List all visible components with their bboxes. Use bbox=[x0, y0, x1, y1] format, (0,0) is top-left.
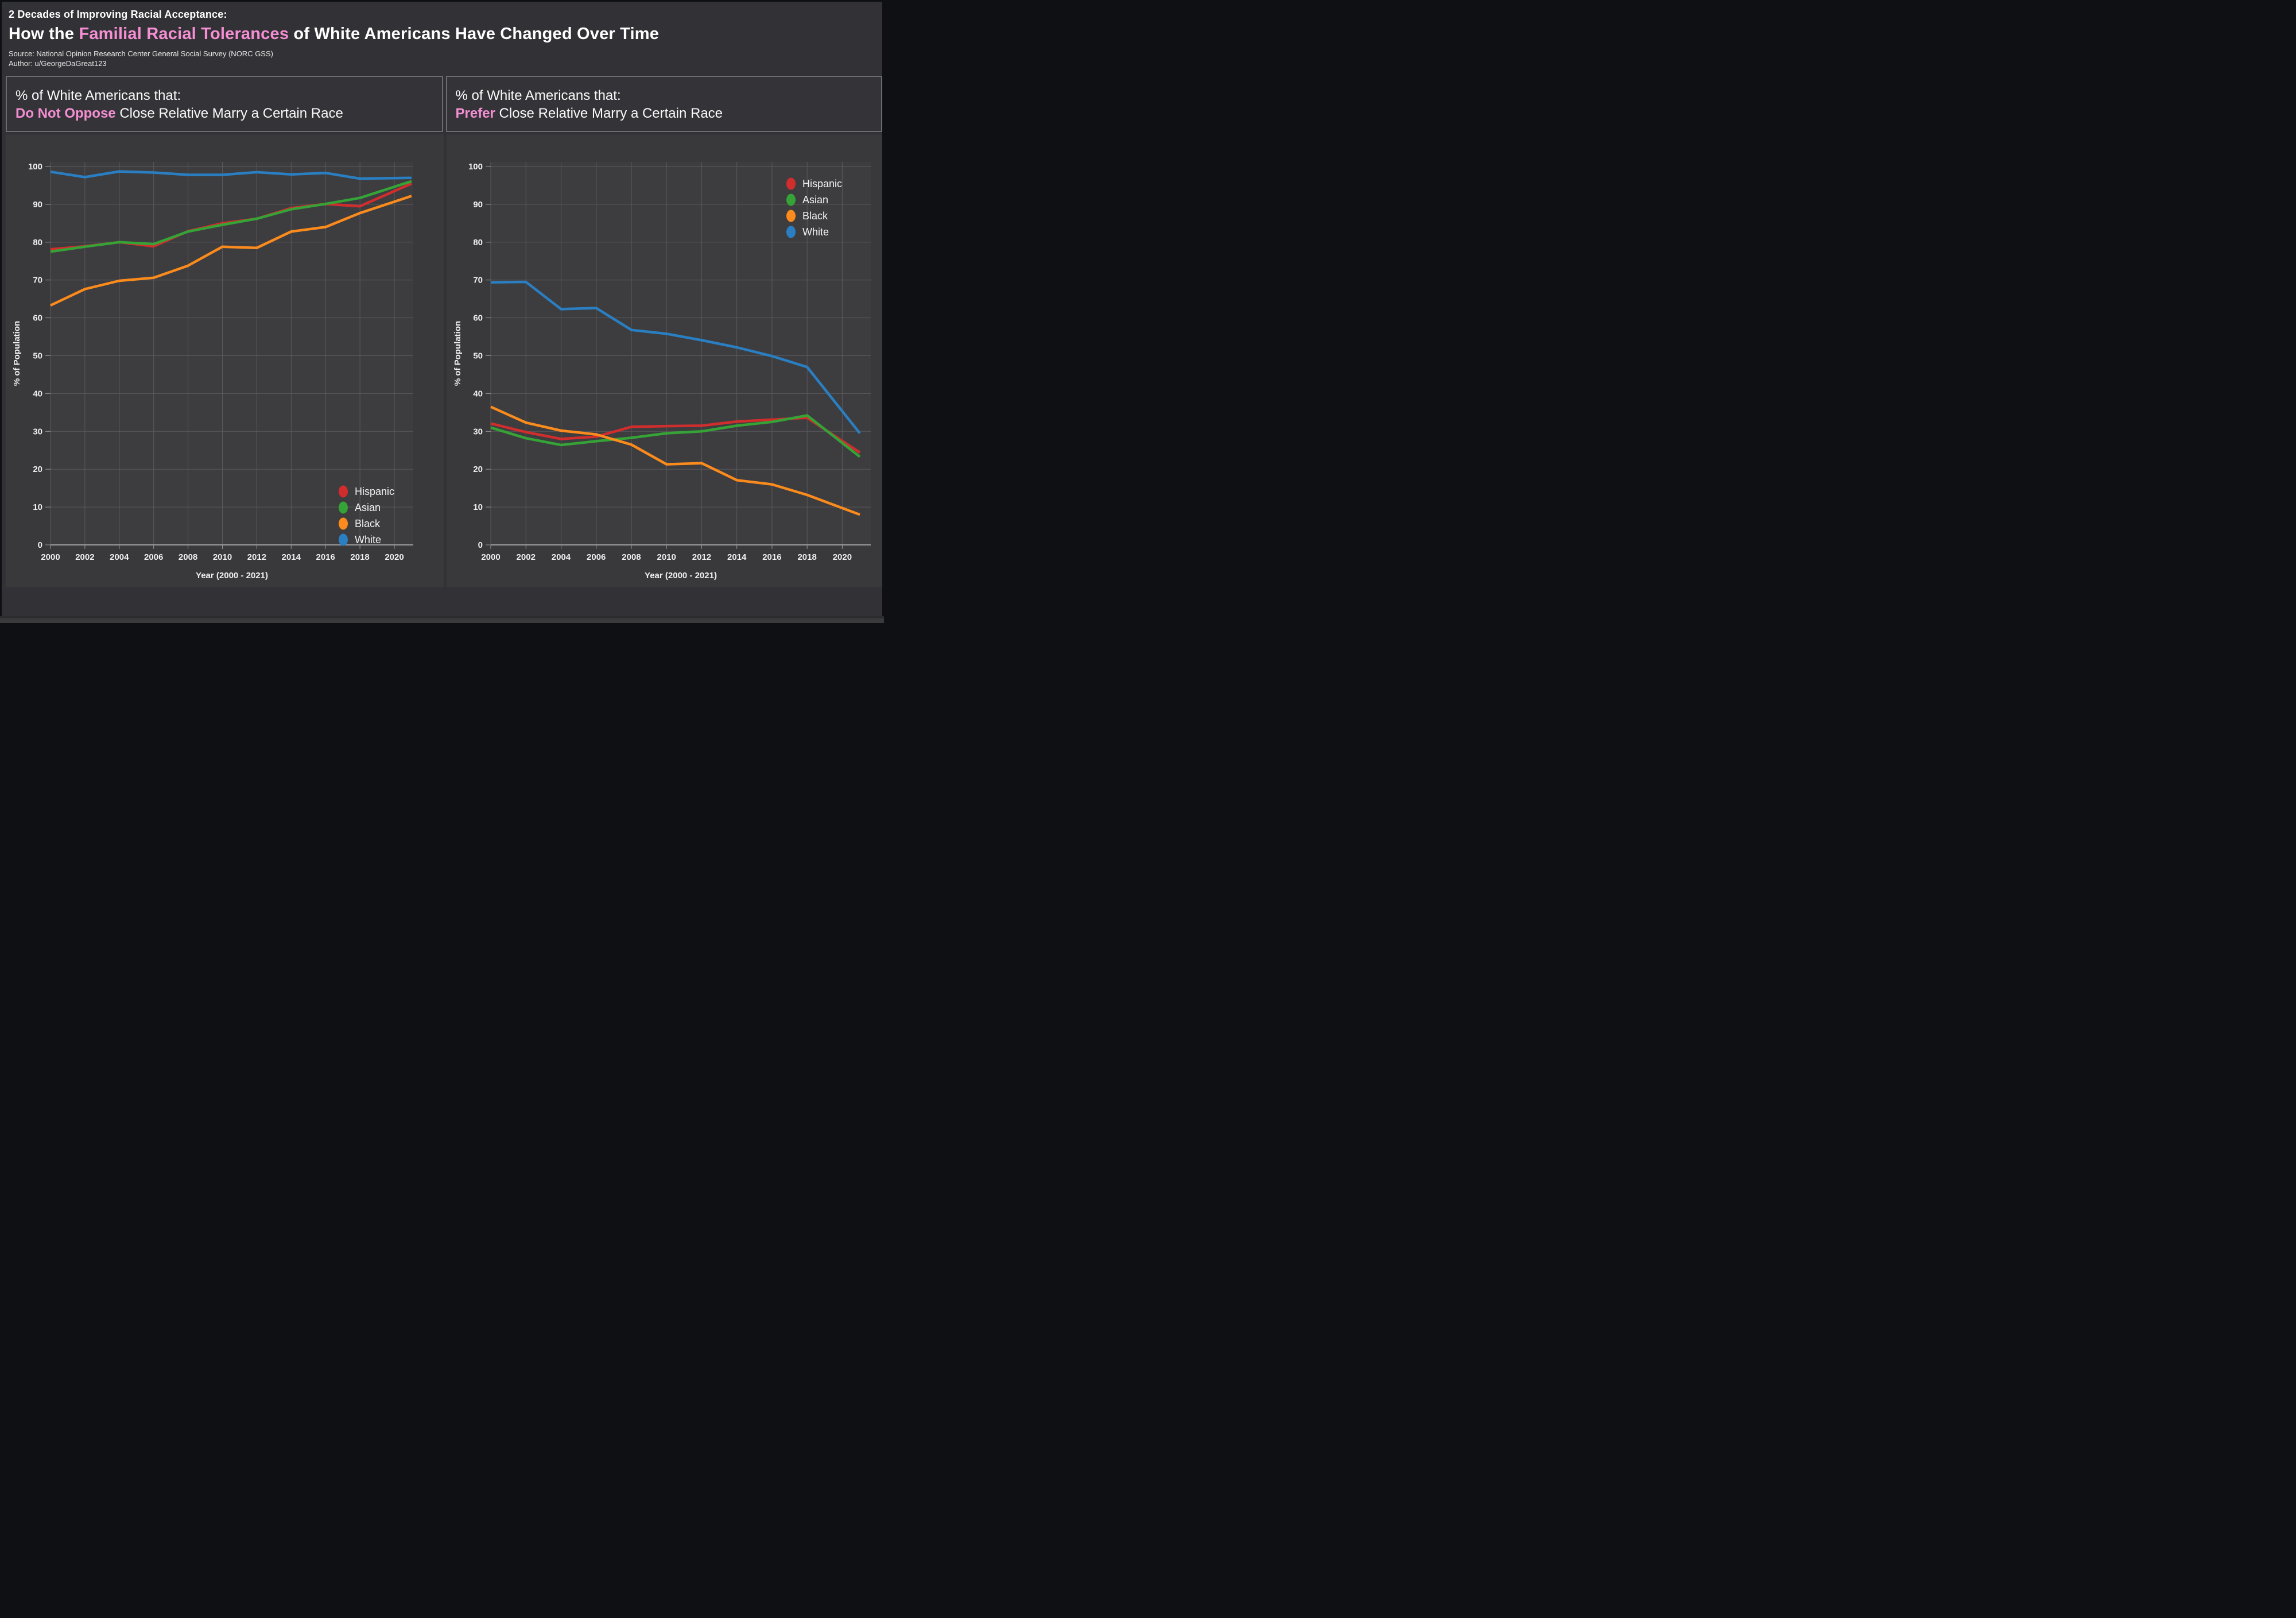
x-tick-label: 2004 bbox=[552, 552, 571, 562]
x-tick-label: 2000 bbox=[481, 552, 500, 562]
y-tick-label: 60 bbox=[473, 313, 483, 323]
y-tick-label: 90 bbox=[33, 200, 42, 210]
y-tick-label: 80 bbox=[33, 238, 42, 247]
x-tick-label: 2008 bbox=[622, 552, 641, 562]
y-tick-label: 10 bbox=[33, 502, 42, 512]
left-heading-highlight: Do Not Oppose bbox=[15, 106, 116, 122]
legend-marker-black bbox=[339, 517, 348, 530]
y-tick-label: 70 bbox=[473, 276, 483, 285]
series-line-white bbox=[50, 170, 412, 180]
infographic-canvas: 2 Decades of Improving Racial Acceptance… bbox=[2, 2, 882, 616]
page-title: How the Familial Racial Tolerances of Wh… bbox=[9, 25, 872, 44]
x-tick-label: 2020 bbox=[385, 552, 404, 562]
header: 2 Decades of Improving Racial Acceptance… bbox=[2, 2, 882, 68]
x-tick-label: 2012 bbox=[247, 552, 266, 562]
right-heading-highlight: Prefer bbox=[455, 106, 495, 122]
legend-label-white: White bbox=[802, 226, 829, 238]
y-tick-label: 100 bbox=[28, 162, 42, 172]
bottom-divider bbox=[0, 616, 884, 618]
legend-marker-asian bbox=[786, 193, 796, 206]
y-tick-label: 50 bbox=[473, 351, 483, 361]
legend-label-hispanic: Hispanic bbox=[802, 178, 842, 189]
y-axis-title: % of Population bbox=[12, 321, 22, 386]
y-tick-label: 30 bbox=[473, 427, 483, 437]
panel-headings-row: % of White Americans that: Do Not Oppose… bbox=[6, 76, 882, 133]
series-line-black bbox=[490, 405, 860, 516]
legend-label-asian: Asian bbox=[355, 502, 381, 513]
right-panel-heading: % of White Americans that: Prefer Close … bbox=[445, 76, 882, 133]
supertitle: 2 Decades of Improving Racial Acceptance… bbox=[9, 9, 227, 20]
y-tick-label: 80 bbox=[473, 238, 483, 247]
legend-label-white: White bbox=[355, 534, 381, 545]
y-tick-label: 20 bbox=[33, 465, 42, 475]
y-tick-label: 0 bbox=[38, 540, 42, 550]
legend-marker-white bbox=[339, 533, 348, 546]
y-tick-label: 40 bbox=[33, 389, 42, 399]
legend-marker-asian bbox=[339, 501, 348, 514]
left-heading-line1: % of White Americans that: bbox=[15, 88, 181, 103]
y-tick-label: 10 bbox=[473, 502, 483, 512]
legend-label-black: Black bbox=[355, 518, 381, 529]
y-tick-label: 30 bbox=[33, 427, 42, 437]
legend-label-asian: Asian bbox=[802, 194, 828, 206]
author-line: Author: u/GeorgeDaGreat123 bbox=[9, 59, 107, 68]
series-line-asian bbox=[490, 414, 861, 458]
x-tick-label: 2002 bbox=[517, 552, 536, 562]
x-tick-label: 2018 bbox=[350, 552, 369, 562]
x-axis-title: Year (2000 - 2021) bbox=[196, 571, 268, 580]
legend-marker-hispanic bbox=[786, 177, 796, 190]
legend-marker-hispanic bbox=[339, 485, 348, 498]
title-prefix: How the bbox=[9, 25, 79, 43]
right-heading-line1: % of White Americans that: bbox=[455, 88, 621, 103]
x-tick-label: 2002 bbox=[75, 552, 94, 562]
y-tick-label: 90 bbox=[473, 200, 483, 210]
x-tick-label: 2016 bbox=[762, 552, 781, 562]
x-tick-label: 2012 bbox=[692, 552, 711, 562]
do-not-oppose-line-chart: 2000 2002 2004 2006 2008 2010 2012 2014 2016 2018… bbox=[12, 162, 413, 580]
x-tick-label: 2000 bbox=[41, 552, 60, 562]
left-heading-rest: Close Relative Marry a Certain Race bbox=[115, 106, 343, 122]
plot-area bbox=[51, 162, 413, 547]
source-line: Source: National Opinion Research Center… bbox=[9, 49, 273, 58]
title-suffix: of White Americans Have Changed Over Tim… bbox=[289, 25, 660, 43]
x-tick-label: 2014 bbox=[727, 552, 747, 562]
x-tick-label: 2016 bbox=[316, 552, 335, 562]
prefer-line-chart: 2000 2002 2004 2006 2008 2010 2012 2014 2016 2018… bbox=[453, 162, 871, 580]
series-line-white bbox=[490, 281, 861, 435]
x-tick-label: 2020 bbox=[833, 552, 852, 562]
charts-row: 2000 2002 2004 2006 2008 2010 2012 2014 2016 2018… bbox=[6, 134, 882, 588]
y-tick-label: 40 bbox=[473, 389, 483, 399]
y-tick-label: 20 bbox=[473, 465, 483, 475]
y-tick-label: 100 bbox=[468, 162, 483, 172]
series-line-black bbox=[50, 195, 412, 307]
chart-do-not-oppose: 2000 2002 2004 2006 2008 2010 2012 2014 2016 2018… bbox=[6, 134, 444, 588]
series-line-asian bbox=[50, 180, 412, 253]
left-panel-heading: % of White Americans that: Do Not Oppose… bbox=[6, 76, 443, 133]
y-axis-title: % of Population bbox=[453, 321, 463, 386]
x-tick-label: 2010 bbox=[213, 552, 232, 562]
x-tick-label: 2004 bbox=[110, 552, 129, 562]
title-highlight: Familial Racial Tolerances bbox=[79, 25, 289, 43]
legend-marker-black bbox=[786, 210, 796, 222]
x-tick-label: 2006 bbox=[587, 552, 606, 562]
x-tick-label: 2018 bbox=[797, 552, 816, 562]
x-tick-label: 2006 bbox=[144, 552, 163, 562]
bottom-edge bbox=[0, 618, 884, 623]
legend-label-black: Black bbox=[802, 210, 828, 222]
x-axis-title: Year (2000 - 2021) bbox=[645, 571, 717, 580]
y-tick-label: 60 bbox=[33, 313, 42, 323]
x-tick-label: 2014 bbox=[282, 552, 301, 562]
x-tick-label: 2010 bbox=[657, 552, 676, 562]
y-tick-label: 50 bbox=[33, 351, 42, 361]
right-heading-rest: Close Relative Marry a Certain Race bbox=[495, 106, 723, 122]
legend-label-hispanic: Hispanic bbox=[355, 486, 394, 497]
chart-prefer: 2000 2002 2004 2006 2008 2010 2012 2014 2016 2018… bbox=[447, 134, 882, 588]
x-tick-label: 2008 bbox=[179, 552, 197, 562]
plot-area bbox=[491, 162, 871, 547]
y-tick-label: 0 bbox=[478, 540, 483, 550]
y-tick-label: 70 bbox=[33, 276, 42, 285]
legend-marker-white bbox=[786, 226, 796, 238]
